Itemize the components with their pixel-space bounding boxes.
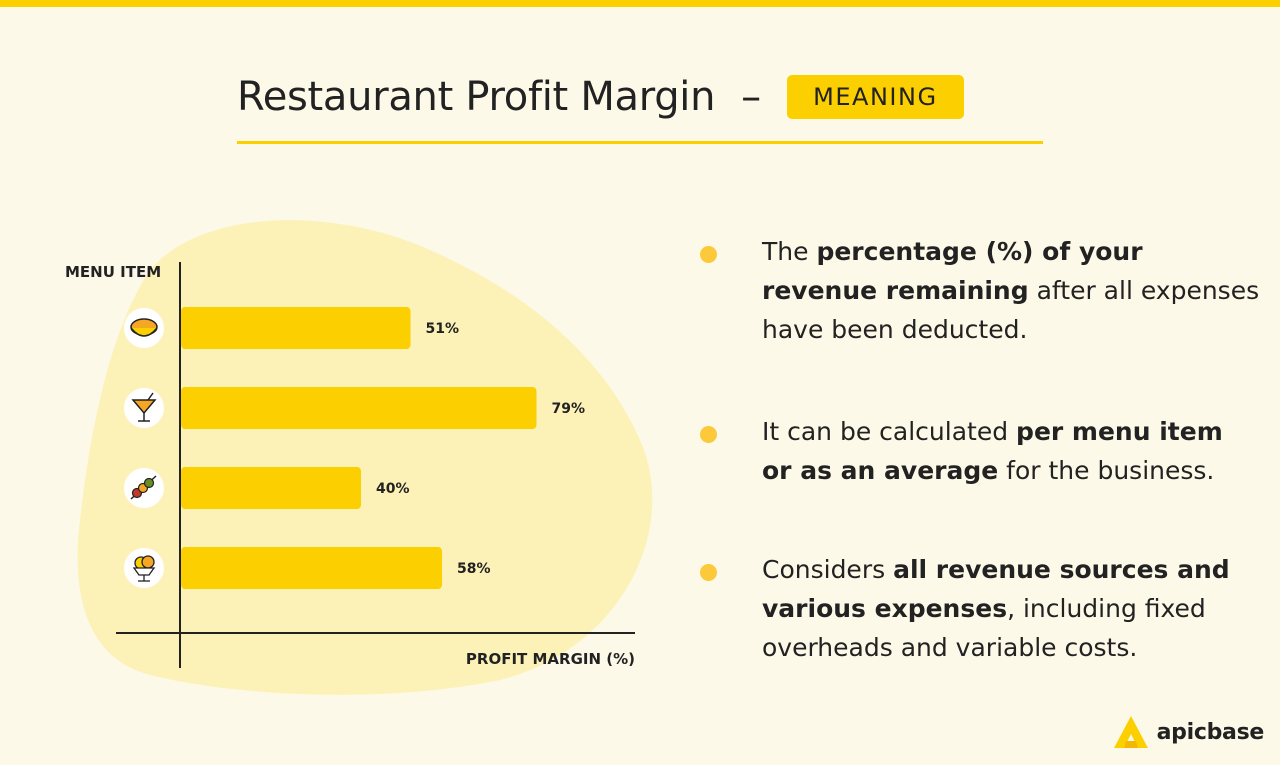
title-dash: – [741,74,762,120]
bar-ice-cream [181,547,442,589]
bullet-plain-text: Considers [762,555,894,584]
bullet-text: Considers all revenue sources and variou… [762,550,1260,667]
bar-value-label: 40% [376,481,410,497]
bar-value-label: 58% [457,561,491,577]
bar-cocktail [181,387,537,429]
chart-background-blob [77,220,653,695]
page-title-row: Restaurant Profit Margin – MEANING [237,72,1043,122]
top-accent-bar [0,0,1280,7]
glass-cup [131,399,157,415]
scoop-right [141,555,155,569]
skewer-icon [124,468,164,508]
bullet-bold-text: all revenue sources and various expenses [762,555,1230,623]
ice-cream-sundae-icon [124,548,164,588]
cocktail-glass-icon [124,388,164,428]
bullet-plain-text: after all expenses have been deducted. [762,276,1260,344]
sundae-cup [132,567,156,576]
title-underline [237,141,1043,144]
bullet-plain-text: The [762,237,817,266]
bullet-dot-icon [700,426,717,443]
brand-logo: apicbase [1113,715,1264,749]
x-axis-label: PROFIT MARGIN (%) [466,650,635,668]
bullet-dot-icon [700,246,717,263]
bullet-plain-text: It can be calculated [762,417,1017,446]
bar-value-label: 79% [552,401,586,417]
soup-bowl-icon [124,308,164,348]
bullet-text: It can be calculated per menu item or as… [762,412,1260,490]
brand-name: apicbase [1156,719,1265,745]
bar-soup [181,307,411,349]
page-title: Restaurant Profit Margin [237,74,716,120]
bullet-item: The percentage (%) of your revenue remai… [700,232,1260,349]
y-axis-label: MENU ITEM [65,263,161,281]
bullet-item: It can be calculated per menu item or as… [700,412,1260,490]
profit-margin-chart: MENU ITEM PROFIT MARGIN (%) 51% 79% 40% 58% [65,220,653,695]
soup-bowl [130,327,158,337]
glass-straw [147,392,154,401]
bullet-plain-text: , including fixed overheads and variable… [762,594,1206,662]
bullet-item: Considers all revenue sources and variou… [700,550,1260,667]
bullet-bold-text: per menu item or as an average [762,417,1223,485]
meaning-badge: MEANING [787,75,964,119]
apicbase-logo-icon [1113,716,1148,748]
bullet-plain-text: for the business. [998,456,1215,485]
bullet-dot-icon [700,564,717,581]
bar-skewer [181,467,361,509]
skewer-piece [143,477,155,489]
bar-value-label: 51% [426,321,460,337]
bullet-bold-text: percentage (%) of your revenue remaining [762,237,1143,305]
bullet-text: The percentage (%) of your revenue remai… [762,232,1260,349]
